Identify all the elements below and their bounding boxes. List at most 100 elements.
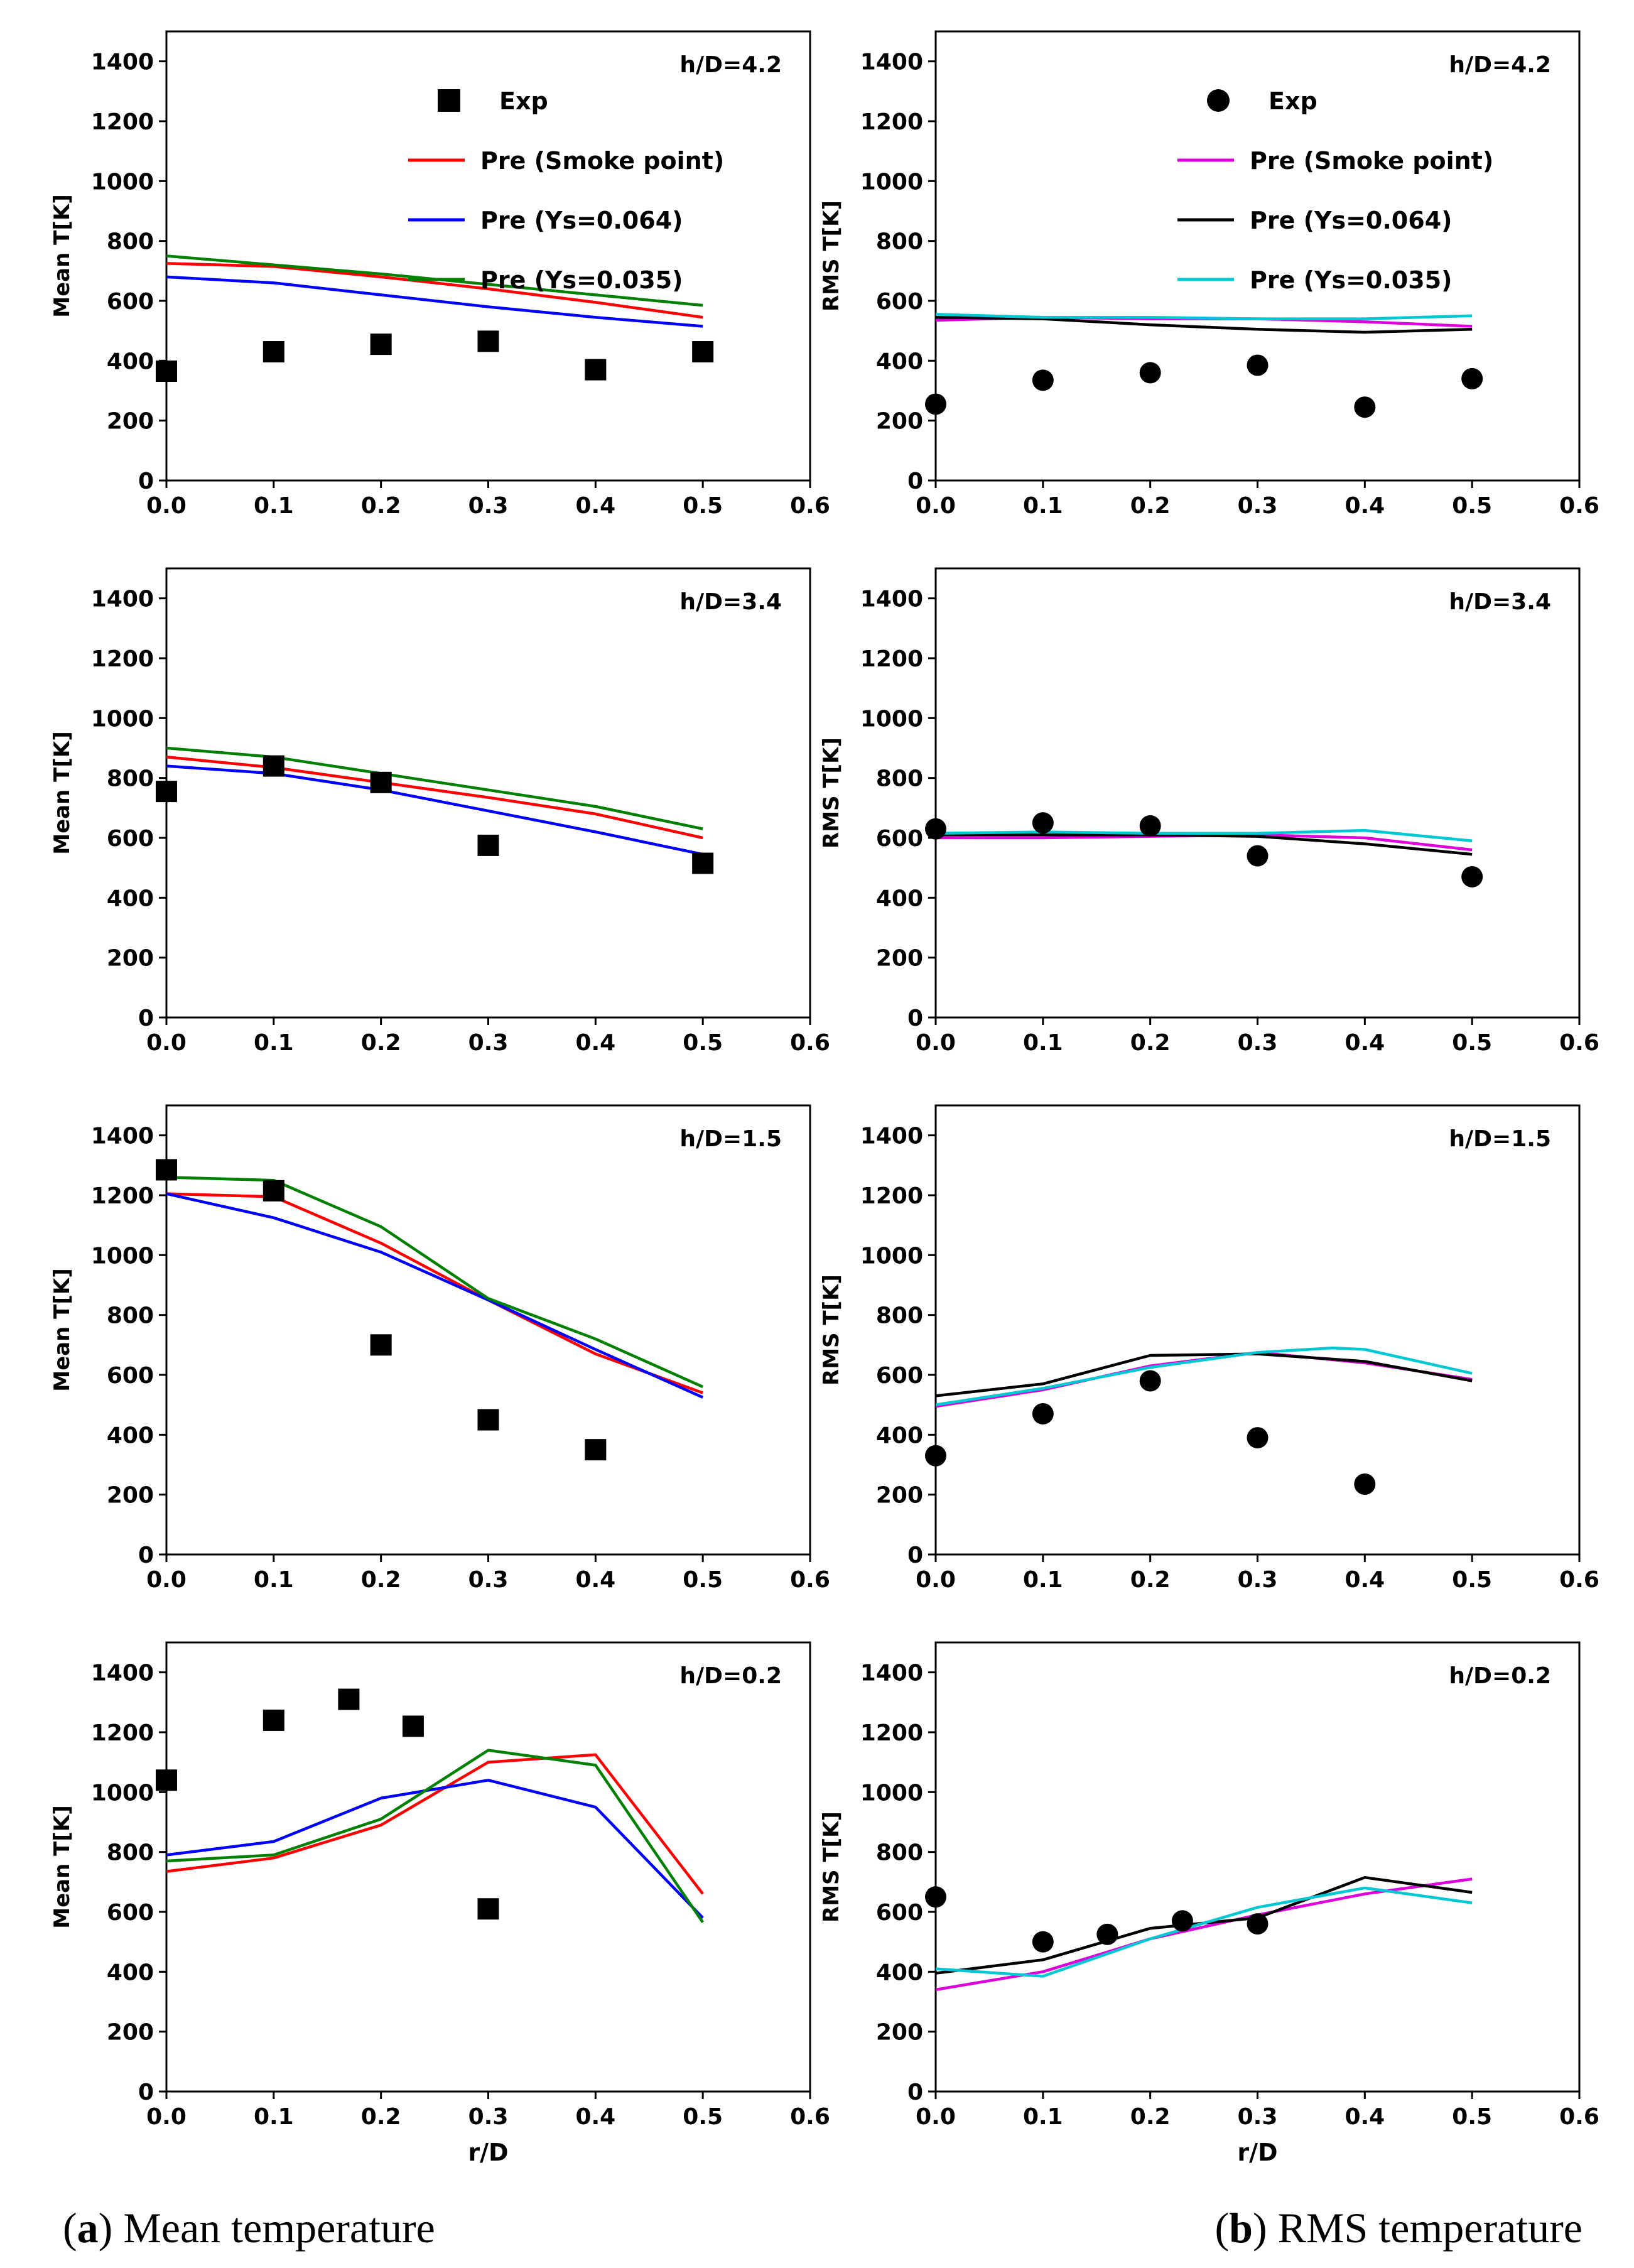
panel-p2a: 0 200 400 600 800 1000 1200 1400 0.0 0.1 0.2 0.3 0.4… (50, 567, 830, 1056)
panel-p4a-ytick-label-7: 1400 (91, 1661, 154, 1686)
panel-p4b-xtick-label-5: 0.5 (1452, 2104, 1492, 2130)
panel-p3a-title: h/D=1.5 (679, 1126, 782, 1152)
panel-p1a-exp-point-0 (156, 361, 177, 383)
panel-p1b-title: h/D=4.2 (1449, 52, 1551, 78)
panel-p1a-ytick-label-3: 600 (107, 289, 154, 315)
panel-p2a-ytick-label-5: 1000 (91, 706, 154, 732)
panel-p4b-xtick-label-6: 0.6 (1559, 2104, 1599, 2130)
panel-p2b-title: h/D=3.4 (1449, 589, 1551, 615)
panel-p2a-ytick-label-2: 400 (107, 886, 154, 911)
panel-p3b-frame (934, 1104, 1581, 1556)
caption-a-text: Mean temperature (123, 2204, 435, 2252)
panel-p3a-ytick-label-7: 1400 (91, 1124, 154, 1149)
panel-p1b-ytick-label-7: 1400 (860, 50, 923, 75)
panel-p2a-series-1-line (166, 764, 703, 856)
panel-p1a-series-0-line (166, 262, 703, 319)
panel-p3a-xtick-label-4: 0.4 (575, 1567, 615, 1593)
panel-p1a-legend-exp-marker (438, 89, 460, 112)
panel-p2b-exp-point-4 (1461, 865, 1483, 887)
panel-p3b-ytick-label-4: 800 (876, 1303, 923, 1329)
panel-p1b-xtick-label-2: 0.2 (1130, 493, 1171, 519)
panel-p3b-title: h/D=1.5 (1449, 1126, 1551, 1152)
panel-p2a-ylabel: Mean T[K] (50, 731, 75, 855)
panel-p4a-ytick-label-4: 800 (107, 1840, 154, 1866)
panel-p4b-xtick-label-1: 0.1 (1023, 2104, 1063, 2130)
panel-p3b-xtick-label-0: 0.0 (916, 1567, 956, 1593)
panel-p1b-xtick-label-3: 0.3 (1238, 493, 1278, 519)
panel-p1b-legend-label-2: Pre (Ys=0.064) (1250, 207, 1453, 234)
panel-p3b-xtick-label-3: 0.3 (1238, 1567, 1278, 1593)
panel-p2b-ytick-label-1: 200 (876, 946, 923, 972)
panel-p1b-legend-label-1: Pre (Smoke point) (1250, 147, 1493, 175)
panel-p3a-xtick-label-0: 0.0 (146, 1567, 187, 1593)
panel-p4a-exp-point-2 (338, 1688, 360, 1710)
panel-p4a-exp-point-4 (477, 1898, 499, 1920)
panel-p4a-ytick-label-5: 1000 (91, 1780, 154, 1806)
panel-p2b-ytick-label-7: 1400 (860, 587, 923, 612)
panel-p1a-xtick-label-2: 0.2 (361, 493, 401, 519)
panel-p2a-ytick-label-7: 1400 (91, 587, 154, 612)
panel-p3b-ytick-label-0: 0 (907, 1543, 923, 1568)
panel-p1a-legend-label-3: Pre (Ys=0.035) (480, 266, 683, 294)
panel-p3a-ytick-label-5: 1000 (91, 1243, 154, 1269)
panel-p3a-xtick-label-2: 0.2 (361, 1567, 401, 1593)
panel-p2a-ytick-label-1: 200 (107, 946, 154, 972)
panel-p1a-ytick-label-0: 0 (138, 469, 154, 494)
panel-p1a-exp-point-4 (585, 359, 607, 381)
panel-p1a-ytick-label-1: 200 (107, 409, 154, 435)
panel-p2a-ytick-label-6: 1200 (91, 646, 154, 672)
panel-p3a-xtick-label-1: 0.1 (254, 1567, 294, 1593)
panel-p3a-exp-point-2 (370, 1334, 392, 1356)
panel-p1a-ytick-label-4: 800 (107, 229, 154, 255)
panel-p4a-ytick-label-1: 200 (107, 2020, 154, 2046)
panel-p4a-xlabel: r/D (468, 2139, 508, 2166)
panel-p4b-ytick-label-5: 1000 (860, 1780, 923, 1806)
panel-p3a-series-0-line (166, 1192, 703, 1394)
panel-p3b-exp-point-4 (1354, 1473, 1376, 1495)
panel-p4a-xtick-label-3: 0.3 (468, 2104, 509, 2130)
panel-p3a-exp-point-3 (477, 1409, 499, 1431)
panel-p4a: 0 200 400 600 800 1000 1200 1400 0.0 0.1 0.2 0.3 0.4… (50, 1641, 830, 2166)
panel-p2a-exp-point-0 (156, 781, 177, 803)
panel-p2b-exp-point-0 (925, 818, 946, 840)
panel-p3b-xtick-label-6: 0.6 (1559, 1567, 1599, 1593)
panel-p3a-ytick-label-4: 800 (107, 1303, 154, 1329)
panel-p3b-exp-point-0 (925, 1445, 946, 1467)
caption-a-label: a (77, 2204, 99, 2252)
panel-p3b-xtick-label-2: 0.2 (1130, 1567, 1171, 1593)
panel-p4a-xtick-label-4: 0.4 (575, 2104, 615, 2130)
panel-p2a-series-0-line (166, 756, 703, 840)
panel-p1a-xtick-label-4: 0.4 (575, 493, 615, 519)
panel-p4a-exp-point-0 (156, 1769, 177, 1791)
panel-p3b-ytick-label-5: 1000 (860, 1243, 923, 1269)
panel-p4a-ytick-label-2: 400 (107, 1960, 154, 1985)
panel-p1a-xtick-label-1: 0.1 (254, 493, 294, 519)
panel-p2a-exp-point-4 (692, 852, 714, 874)
panel-p3a-xtick-label-5: 0.5 (683, 1567, 723, 1593)
panel-p2b-series-2-line (936, 828, 1473, 843)
panel-p1b-legend-label-3: Pre (Ys=0.035) (1250, 266, 1453, 294)
panel-p1b-xtick-label-1: 0.1 (1023, 493, 1063, 519)
panel-p2a-ytick-label-3: 600 (107, 826, 154, 852)
panel-p1a-exp-point-3 (477, 330, 499, 352)
panel-p1b-frame (934, 30, 1581, 482)
panel-p1b-series-2-line (936, 313, 1473, 320)
panels-group: 0 200 400 600 800 1000 1200 1400 0.0 0.1 0.2 0.3 0.4… (50, 30, 1599, 2166)
panel-p1a: 0 200 400 600 800 1000 1200 1400 0.0 0.1 0.2 0.3 0.4… (50, 30, 830, 519)
panel-p4b-frame (934, 1641, 1581, 2093)
panel-p2a-xtick-label-5: 0.5 (683, 1030, 723, 1056)
panel-p2b-ytick-label-6: 1200 (860, 646, 923, 672)
panel-p1a-exp-point-2 (370, 334, 392, 355)
panel-p4a-series-2-line (166, 1749, 705, 1923)
panel-p1b-exp-point-1 (1032, 369, 1054, 391)
panel-p1a-legend-label-1: Pre (Smoke point) (480, 147, 724, 175)
panel-p4a-ytick-label-6: 1200 (91, 1720, 154, 1746)
panel-p3b: 0 200 400 600 800 1000 1200 1400 0.0 0.1 0.2 0.3 0.4… (819, 1104, 1599, 1593)
panel-p1b-xtick-label-0: 0.0 (916, 493, 956, 519)
panel-p4b: 0 200 400 600 800 1000 1200 1400 0.0 0.1 0.2 0.3 0.4… (819, 1641, 1599, 2166)
panel-p2b: 0 200 400 600 800 1000 1200 1400 0.0 0.1 0.2 0.3 0.4… (819, 567, 1599, 1056)
panel-p4b-ytick-label-6: 1200 (860, 1720, 923, 1746)
panel-p4b-ytick-label-1: 200 (876, 2020, 923, 2046)
panel-p4b-ytick-label-2: 400 (876, 1960, 923, 1985)
panel-p4b-series-2-line (936, 1886, 1473, 1978)
